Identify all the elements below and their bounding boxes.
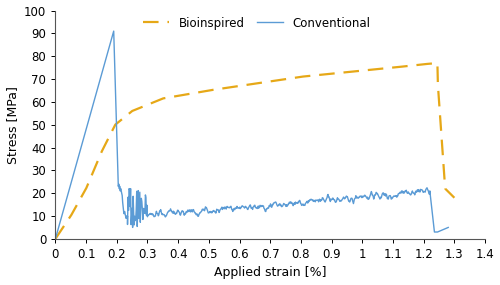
Bioinspired xyxy=(434,61,440,65)
Legend: Bioinspired, Conventional: Bioinspired, Conventional xyxy=(138,12,374,34)
X-axis label: Applied strain [%]: Applied strain [%] xyxy=(214,266,326,280)
Conventional xyxy=(110,29,116,33)
Bioinspired xyxy=(452,196,458,200)
Bioinspired xyxy=(396,65,402,69)
Bioinspired xyxy=(355,69,361,73)
Conventional xyxy=(302,202,308,205)
Conventional xyxy=(291,202,297,206)
Conventional xyxy=(445,226,451,229)
Conventional xyxy=(52,237,59,241)
Line: Bioinspired: Bioinspired xyxy=(56,63,454,239)
Y-axis label: Stress [MPa]: Stress [MPa] xyxy=(6,86,18,164)
Bioinspired xyxy=(306,74,312,78)
Bioinspired xyxy=(284,77,290,81)
Conventional xyxy=(281,202,287,205)
Bioinspired xyxy=(77,198,83,201)
Conventional xyxy=(387,194,393,197)
Line: Conventional: Conventional xyxy=(56,31,448,239)
Bioinspired xyxy=(294,76,300,79)
Conventional xyxy=(348,197,354,200)
Bioinspired xyxy=(52,237,59,241)
Conventional xyxy=(82,134,87,138)
